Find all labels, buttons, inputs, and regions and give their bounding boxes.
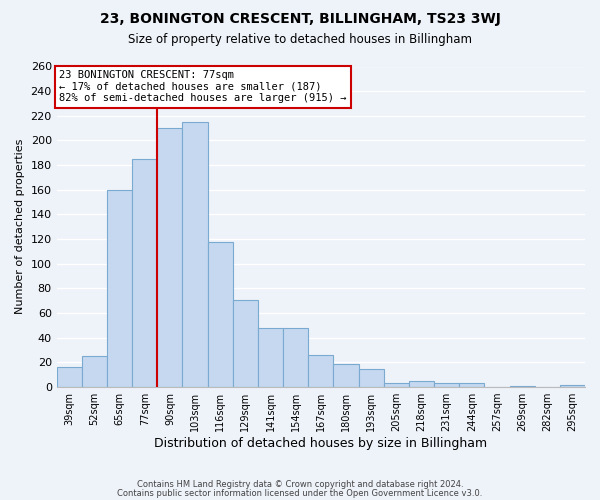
Bar <box>359 368 384 387</box>
Bar <box>157 128 182 387</box>
Bar <box>459 384 484 387</box>
Bar <box>208 242 233 387</box>
Text: Contains public sector information licensed under the Open Government Licence v3: Contains public sector information licen… <box>118 488 482 498</box>
Bar <box>308 355 334 387</box>
Bar <box>409 381 434 387</box>
Bar <box>132 159 157 387</box>
Text: Size of property relative to detached houses in Billingham: Size of property relative to detached ho… <box>128 32 472 46</box>
Bar <box>560 384 585 387</box>
Y-axis label: Number of detached properties: Number of detached properties <box>15 139 25 314</box>
Text: 23 BONINGTON CRESCENT: 77sqm
← 17% of detached houses are smaller (187)
82% of s: 23 BONINGTON CRESCENT: 77sqm ← 17% of de… <box>59 70 347 103</box>
Bar <box>509 386 535 387</box>
Bar <box>107 190 132 387</box>
Bar <box>233 300 258 387</box>
Bar <box>334 364 359 387</box>
Bar <box>283 328 308 387</box>
Bar <box>182 122 208 387</box>
Bar <box>82 356 107 387</box>
Text: 23, BONINGTON CRESCENT, BILLINGHAM, TS23 3WJ: 23, BONINGTON CRESCENT, BILLINGHAM, TS23… <box>100 12 500 26</box>
X-axis label: Distribution of detached houses by size in Billingham: Distribution of detached houses by size … <box>154 437 487 450</box>
Text: Contains HM Land Registry data © Crown copyright and database right 2024.: Contains HM Land Registry data © Crown c… <box>137 480 463 489</box>
Bar <box>434 384 459 387</box>
Bar <box>258 328 283 387</box>
Bar <box>56 368 82 387</box>
Bar <box>384 384 409 387</box>
